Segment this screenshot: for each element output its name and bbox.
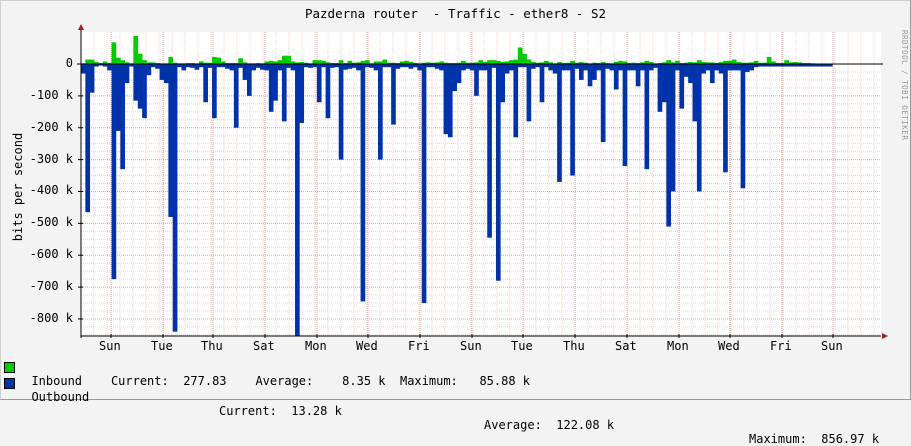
x-tick-label: Tue (511, 339, 533, 353)
x-tick-label: Thu (201, 339, 223, 353)
x-tick-label: Sat (615, 339, 637, 353)
x-tick-label: Sun (460, 339, 482, 353)
x-tick-label: Tue (151, 339, 173, 353)
y-tick-label: -400 k (30, 183, 73, 197)
x-tick-label: Mon (305, 339, 327, 353)
legend-outbound: Outbound Current: 13.28 k Average: 122.0… (17, 376, 897, 446)
x-tick-label: Fri (770, 339, 792, 353)
inbound-swatch (4, 362, 15, 373)
y-tick-label: -700 k (30, 279, 73, 293)
outbound-current-value: 13.28 k (291, 404, 342, 418)
x-tick-label: Wed (718, 339, 740, 353)
outbound-current-label: Current: (219, 404, 277, 418)
x-tick-label: Thu (563, 339, 585, 353)
x-tick-label: Fri (408, 339, 430, 353)
y-tick-label: -300 k (30, 152, 73, 166)
y-tick-label: 0 (66, 56, 73, 70)
outbound-swatch (4, 378, 15, 389)
y-tick-label: -600 k (30, 247, 73, 261)
y-tick-label: -200 k (30, 120, 73, 134)
x-tick-label: Sat (253, 339, 275, 353)
y-tick-label: -800 k (30, 311, 73, 325)
outbound-label: Outbound (31, 390, 89, 404)
outbound-average-value: 122.08 k (556, 418, 614, 432)
outbound-maximum-label: Maximum: (749, 432, 807, 446)
x-tick-label: Sun (99, 339, 121, 353)
outbound-average-label: Average: (484, 418, 542, 432)
y-tick-label: -500 k (30, 215, 73, 229)
x-tick-label: Mon (667, 339, 689, 353)
x-tick-label: Sun (821, 339, 843, 353)
y-tick-label: -100 k (30, 88, 73, 102)
outbound-maximum-value: 856.97 k (821, 432, 879, 446)
x-tick-label: Wed (356, 339, 378, 353)
